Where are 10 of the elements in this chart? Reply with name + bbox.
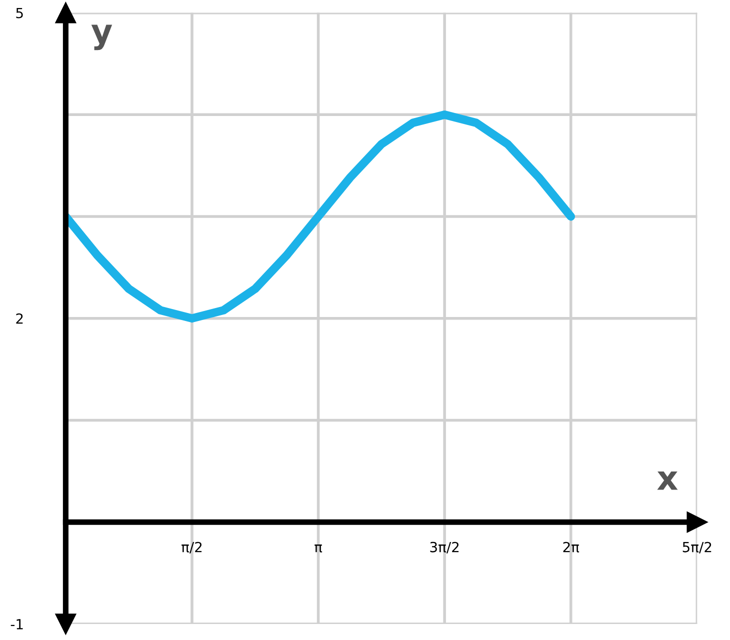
x-tick-label: π/2 (182, 542, 202, 554)
y-tick-label: -1 (10, 619, 23, 630)
y-axis-title: y (91, 24, 112, 50)
x-tick-label: 5π/2 (682, 542, 712, 554)
x-tick-label: π (314, 544, 322, 552)
x-tick-label: 2π (563, 542, 580, 552)
x-tick-label: 3π/2 (430, 542, 459, 554)
y-tick-label: 5 (16, 8, 23, 18)
x-axis-title: x (657, 472, 678, 490)
y-tick-label: 2 (16, 313, 23, 324)
